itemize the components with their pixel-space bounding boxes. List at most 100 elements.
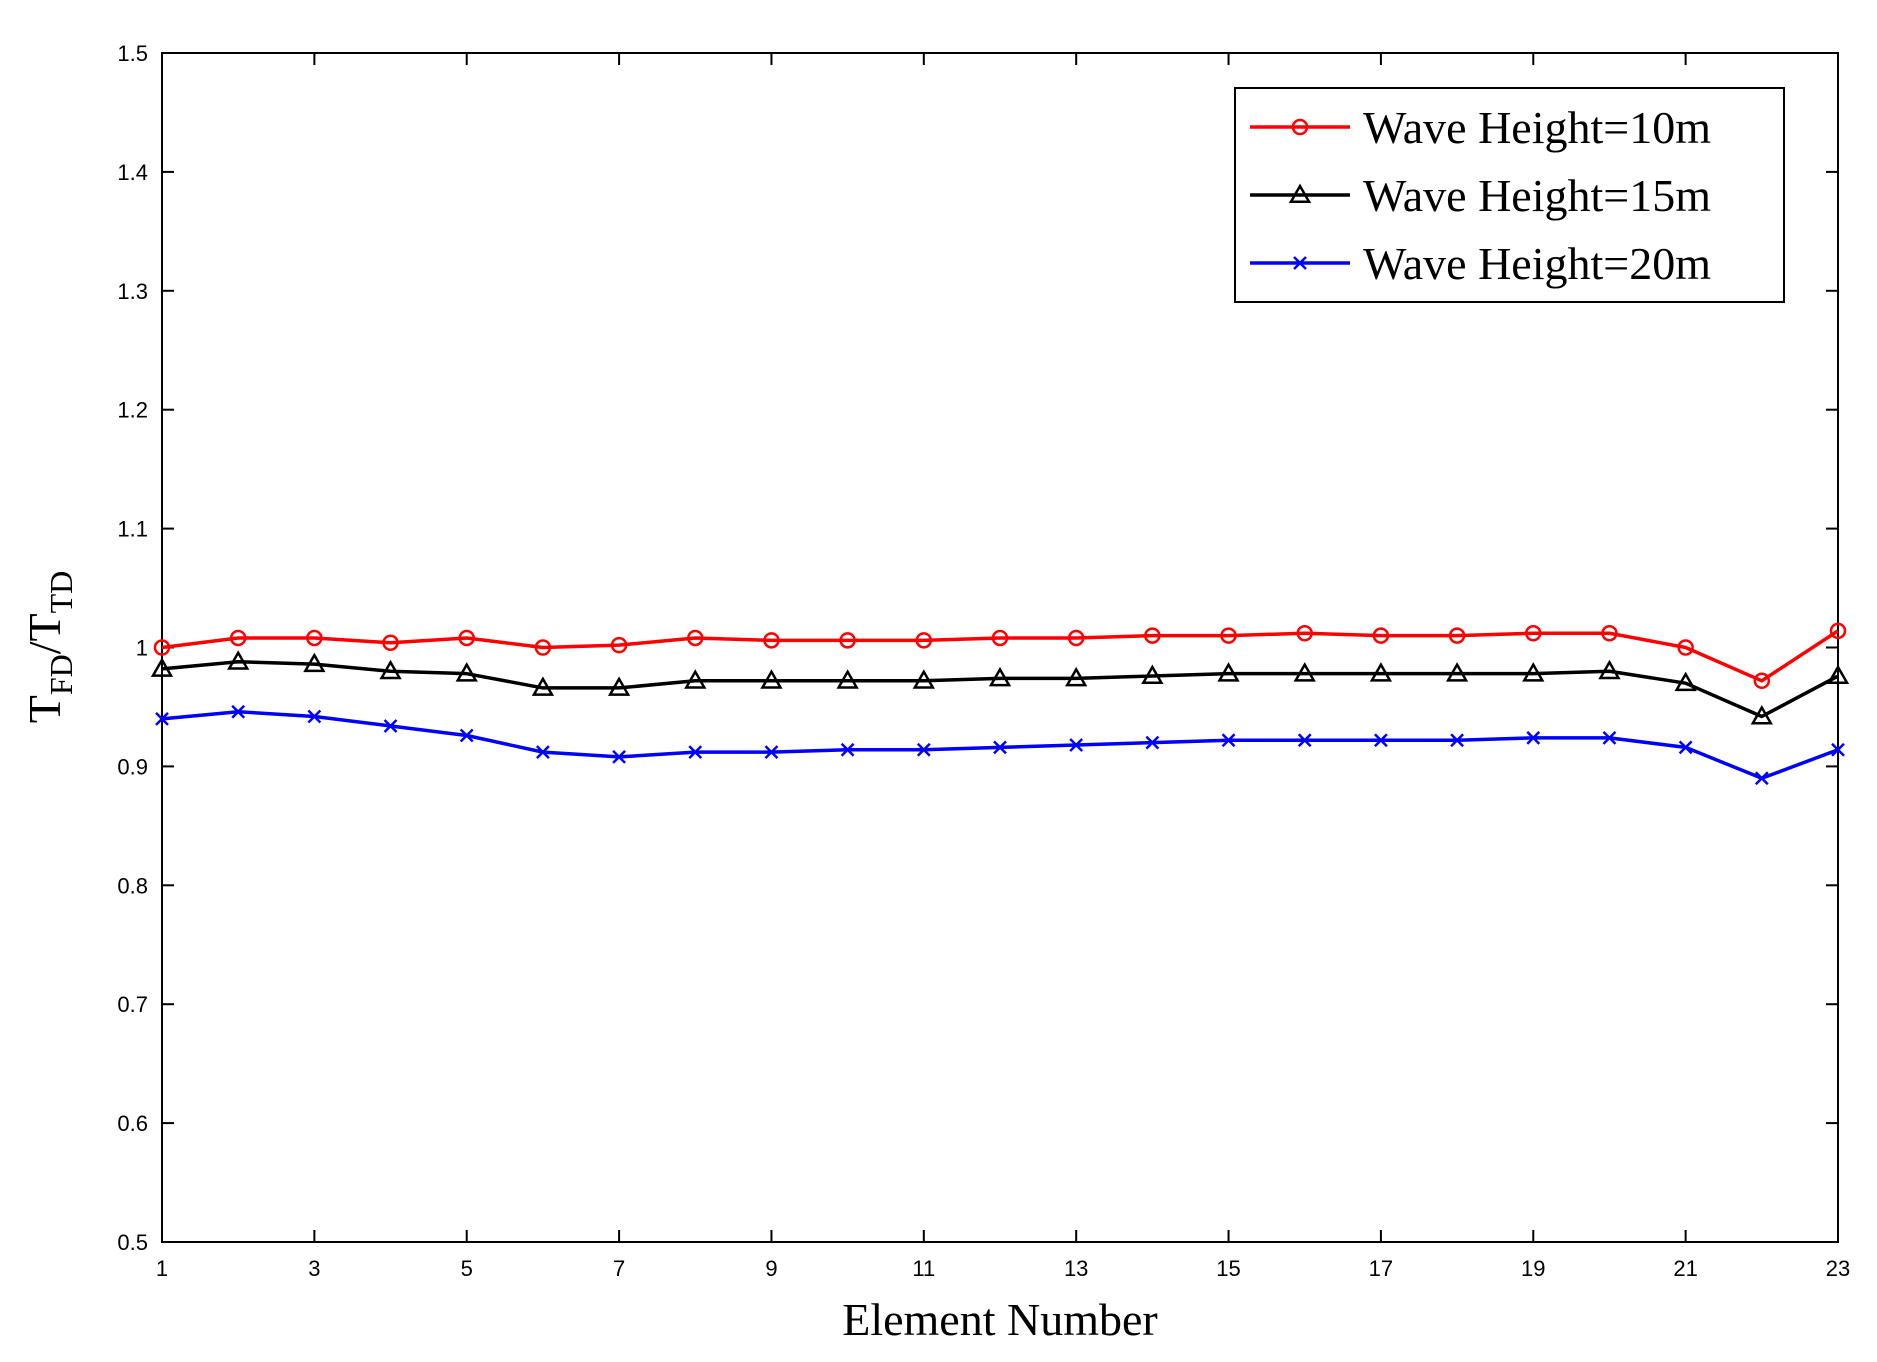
data-point xyxy=(379,659,402,680)
y-axis-title-main2: T xyxy=(19,613,70,641)
x-tick-label: 23 xyxy=(1826,1256,1850,1281)
data-point xyxy=(688,745,703,760)
data-point xyxy=(988,666,1012,687)
legend-marker xyxy=(1288,183,1312,203)
legend-label: Wave Height=10m xyxy=(1363,102,1711,153)
data-point xyxy=(382,634,399,651)
data-point xyxy=(1067,629,1085,647)
series-line xyxy=(161,629,1839,683)
data-point xyxy=(1829,622,1847,640)
data-point xyxy=(458,629,475,647)
x-tick-label: 11 xyxy=(912,1256,935,1281)
y-tick-label: 0.9 xyxy=(117,754,148,779)
x-tick-label: 13 xyxy=(1064,1256,1088,1281)
data-point xyxy=(1598,659,1621,680)
x-tick-label: 3 xyxy=(308,1256,320,1281)
y-tick-label: 0.7 xyxy=(117,992,148,1017)
data-point xyxy=(1450,733,1464,748)
data-point xyxy=(1293,662,1316,682)
y-tick-label: 0.5 xyxy=(117,1230,148,1255)
series-layer xyxy=(150,622,1850,786)
data-point xyxy=(455,662,478,682)
data-point xyxy=(763,632,780,649)
data-point xyxy=(1374,733,1388,748)
data-point xyxy=(1297,733,1312,748)
x-tick-label: 21 xyxy=(1673,1256,1697,1281)
x-tick-label: 19 xyxy=(1521,1256,1545,1281)
y-axis-title-sub2: TD xyxy=(43,571,79,614)
data-point xyxy=(912,669,935,689)
y-axis-title: TFD/TTD xyxy=(19,571,79,724)
y-axis-title-sub1: FD xyxy=(43,654,79,695)
legend-marker xyxy=(1291,118,1309,136)
series-2 xyxy=(150,650,1850,725)
data-point xyxy=(1601,624,1618,642)
y-tick-label: 1 xyxy=(136,636,148,661)
data-point xyxy=(993,740,1007,755)
data-point xyxy=(836,669,859,689)
data-point xyxy=(534,639,552,656)
data-point xyxy=(536,745,550,760)
y-tick-label: 1.5 xyxy=(117,41,148,66)
legend-label: Wave Height=20m xyxy=(1363,238,1711,289)
data-point xyxy=(1525,624,1542,642)
x-tick-label: 5 xyxy=(461,1256,473,1281)
data-point xyxy=(1069,738,1084,752)
data-point xyxy=(1296,624,1313,642)
data-point xyxy=(764,745,779,760)
legend-marker xyxy=(1293,256,1307,270)
data-point xyxy=(1754,771,1769,786)
x-tick-label: 9 xyxy=(765,1256,777,1281)
y-tick-label: 1.3 xyxy=(117,279,148,304)
legend-label: Wave Height=15m xyxy=(1363,170,1711,221)
data-point xyxy=(1065,666,1088,687)
data-point xyxy=(915,632,933,649)
data-point xyxy=(1448,627,1466,644)
data-point xyxy=(687,629,704,647)
data-point xyxy=(303,652,326,673)
data-point xyxy=(1678,740,1693,755)
axis-ticks: 1 3 5 7 9 11 13 15 17 19 21 230.50.60.70.80.911.11.… xyxy=(117,41,1850,1281)
y-axis-title-sep: / xyxy=(19,641,70,654)
data-point xyxy=(150,657,174,677)
series-1 xyxy=(153,622,1847,690)
legend: Wave Height=10m Wave Height=15m Wave Heigh… xyxy=(1234,87,1785,303)
data-point xyxy=(1220,627,1237,644)
data-point xyxy=(1522,662,1545,682)
y-tick-label: 0.6 xyxy=(117,1111,148,1136)
legend-item: Wave Height=20m xyxy=(1250,238,1711,289)
data-point xyxy=(840,742,855,757)
data-point xyxy=(760,669,783,689)
data-point xyxy=(1369,662,1393,682)
data-point xyxy=(1217,662,1240,682)
x-tick-label: 1 xyxy=(156,1256,168,1281)
data-point xyxy=(991,629,1009,647)
data-point xyxy=(383,719,398,733)
data-point xyxy=(459,728,474,743)
y-tick-label: 0.8 xyxy=(117,873,148,898)
data-point xyxy=(1141,664,1164,685)
x-tick-label: 15 xyxy=(1216,1256,1240,1281)
x-tick-label: 7 xyxy=(613,1256,625,1281)
data-point xyxy=(839,632,856,649)
y-tick-label: 1.2 xyxy=(117,398,148,423)
data-point xyxy=(531,676,555,696)
data-point xyxy=(1677,639,1694,656)
series-3 xyxy=(155,704,1845,786)
y-tick-label: 1.4 xyxy=(117,160,148,185)
data-point xyxy=(229,629,247,647)
data-point xyxy=(1674,671,1697,692)
data-point xyxy=(231,704,246,719)
data-point xyxy=(1221,733,1236,748)
svg-text:TFD/TTD: TFD/TTD xyxy=(19,571,79,724)
data-point xyxy=(1750,704,1773,725)
data-point xyxy=(153,639,171,656)
data-point xyxy=(1372,627,1390,644)
data-point xyxy=(155,711,169,726)
data-point xyxy=(612,750,626,764)
legend-item: Wave Height=10m xyxy=(1250,102,1711,153)
data-point xyxy=(306,629,323,647)
data-point xyxy=(1144,627,1161,644)
data-point xyxy=(1753,672,1771,690)
